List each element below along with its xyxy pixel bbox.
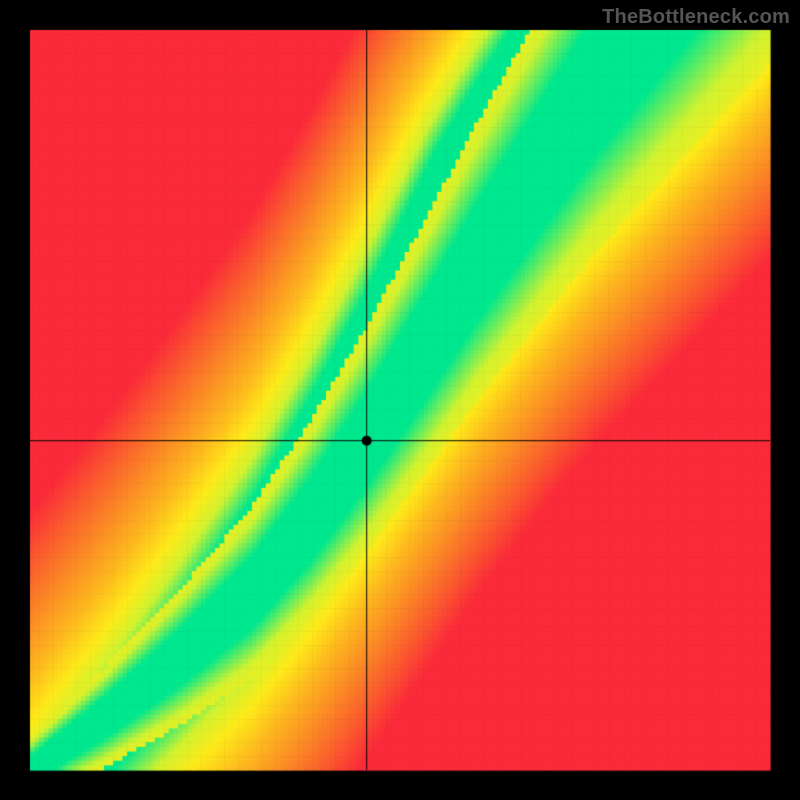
bottleneck-heatmap: [0, 0, 800, 800]
chart-container: TheBottleneck.com: [0, 0, 800, 800]
attribution-label: TheBottleneck.com: [602, 6, 790, 29]
